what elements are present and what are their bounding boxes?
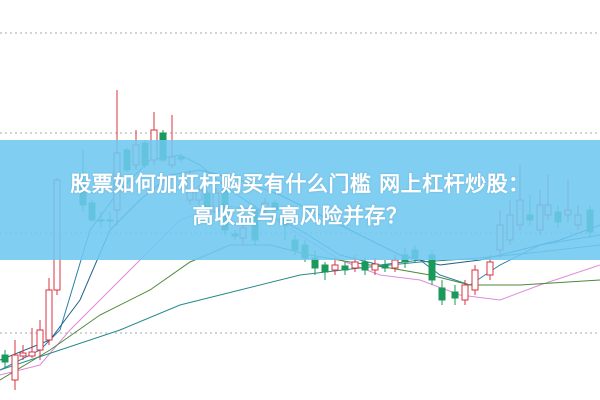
headline-banner: [0, 140, 600, 260]
candle-body: [361, 261, 369, 271]
candle-body: [451, 291, 459, 299]
candle-body: [11, 354, 19, 381]
candle-body: [341, 265, 349, 271]
candle-body: [486, 261, 494, 276]
candle-body: [1, 354, 9, 363]
candle-body: [438, 287, 446, 301]
candle-body: [45, 289, 53, 341]
candle-body: [351, 261, 359, 269]
candle-body: [391, 259, 399, 269]
candle-body: [381, 264, 389, 269]
moving-average-line: [0, 244, 600, 371]
candle-body: [471, 269, 479, 291]
headline-line-2: 高收益与高风险并存？: [192, 204, 408, 228]
candle-body: [331, 264, 339, 271]
moving-average-line: [0, 244, 600, 381]
candle-body: [321, 264, 329, 273]
headline-line-1: 股票如何加杠杆购买有什么门槛 网上杠杆炒股：: [70, 172, 530, 196]
candle-body: [19, 352, 27, 357]
candle-body: [28, 351, 36, 357]
candle-body: [36, 329, 44, 351]
candle-body: [461, 284, 469, 301]
candle-body: [371, 263, 379, 271]
